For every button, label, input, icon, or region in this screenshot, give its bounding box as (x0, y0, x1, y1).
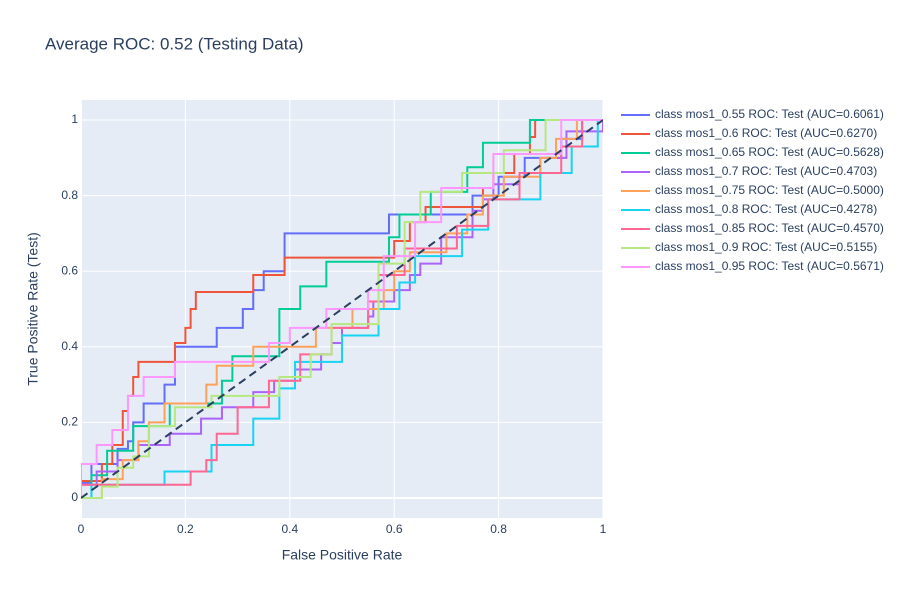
x-tick-label: 1 (600, 522, 607, 536)
y-tick-label: 0.2 (61, 415, 78, 429)
x-tick-label: 0.4 (281, 522, 298, 536)
legend-label: class mos1_0.6 ROC: Test (AUC=0.6270) (655, 126, 877, 140)
legend-label: class mos1_0.75 ROC: Test (AUC=0.5000) (655, 183, 884, 197)
legend-label: class mos1_0.95 ROC: Test (AUC=0.5671) (655, 259, 884, 273)
roc-line (81, 119, 603, 499)
x-tick-label: 0 (78, 522, 85, 536)
y-tick-label: 0.8 (61, 188, 78, 202)
legend-label: class mos1_0.85 ROC: Test (AUC=0.4570) (655, 221, 884, 235)
x-tick-label: 0.6 (386, 522, 403, 536)
legend-label: class mos1_0.7 ROC: Test (AUC=0.4703) (655, 164, 877, 178)
x-tick-label: 0.8 (490, 522, 507, 536)
y-tick-label: 1 (71, 112, 78, 126)
chart-title: Average ROC: 0.52 (Testing Data) (45, 34, 304, 53)
legend-label: class mos1_0.9 ROC: Test (AUC=0.5155) (655, 240, 877, 254)
y-tick-label: 0.6 (61, 263, 78, 277)
y-tick-label: 0 (71, 490, 78, 504)
chance-line (81, 119, 603, 499)
y-tick-label: 0.4 (61, 339, 78, 353)
roc-line (81, 119, 603, 498)
legend-label: class mos1_0.8 ROC: Test (AUC=0.4278) (655, 202, 877, 216)
roc-line (81, 119, 603, 499)
x-tick-label: 0.2 (177, 522, 194, 536)
plot-lines (81, 119, 603, 499)
legend-label: class mos1_0.65 ROC: Test (AUC=0.5628) (655, 145, 884, 159)
x-axis-title: False Positive Rate (282, 547, 403, 563)
legend-label: class mos1_0.55 ROC: Test (AUC=0.6061) (655, 107, 884, 121)
y-axis-title: True Positive Rate (Test) (25, 232, 41, 386)
roc-line (81, 119, 603, 498)
